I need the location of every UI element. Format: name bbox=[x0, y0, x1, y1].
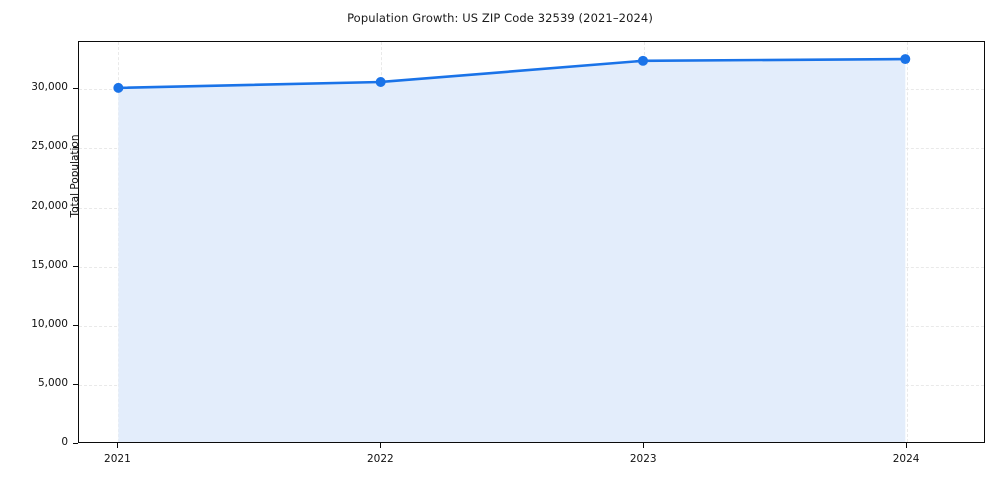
data-point-marker[interactable] bbox=[900, 54, 911, 65]
y-axis-tick bbox=[73, 383, 78, 385]
data-point-marker[interactable] bbox=[375, 77, 386, 87]
series-layer bbox=[113, 54, 911, 442]
series-area-fill bbox=[118, 59, 906, 442]
y-axis-tick bbox=[73, 324, 78, 326]
y-axis-tick-label: 20,000 bbox=[31, 199, 68, 212]
y-axis-tick bbox=[73, 265, 78, 267]
y-axis-tick bbox=[73, 206, 78, 208]
x-axis-tick bbox=[643, 443, 645, 448]
y-axis-tick-label: 15,000 bbox=[31, 258, 68, 271]
x-axis-tick bbox=[380, 443, 382, 448]
chart-title: Population Growth: US ZIP Code 32539 (20… bbox=[347, 11, 653, 25]
data-point-marker[interactable] bbox=[637, 55, 648, 66]
data-point-marker[interactable] bbox=[113, 82, 124, 93]
y-axis-tick-label: 0 bbox=[61, 436, 68, 448]
y-axis-tick bbox=[73, 443, 78, 444]
x-axis-tick bbox=[906, 443, 908, 448]
y-axis-tick bbox=[73, 147, 78, 149]
x-axis-tick-label: 2021 bbox=[104, 453, 131, 465]
series-line bbox=[117, 57, 907, 90]
gridline bbox=[907, 42, 909, 442]
x-axis-tick-label: 2024 bbox=[892, 453, 920, 465]
y-axis-tick bbox=[73, 88, 78, 90]
x-axis-tick-label: 2022 bbox=[366, 453, 394, 465]
y-axis-tick-label: 10,000 bbox=[31, 317, 68, 330]
x-axis-tick-label: 2023 bbox=[629, 453, 657, 465]
plot-area bbox=[78, 41, 985, 443]
y-axis-tick-label: 5,000 bbox=[37, 376, 68, 389]
x-axis-tick bbox=[117, 443, 119, 448]
y-axis-tick-label: 30,000 bbox=[31, 81, 68, 94]
y-axis-tick-label: 25,000 bbox=[31, 140, 68, 153]
